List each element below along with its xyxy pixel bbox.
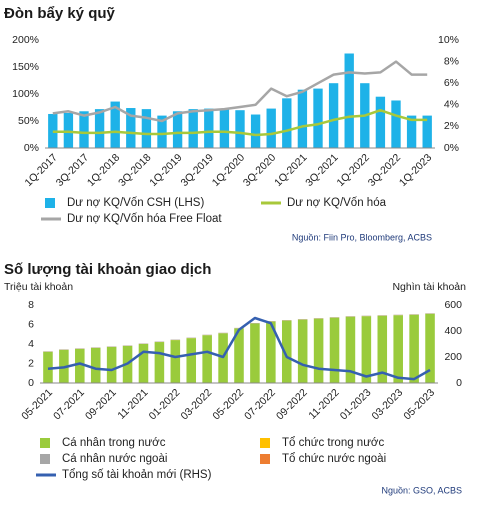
x-tick-label: 1Q-2022 [334,151,371,188]
x-tick-label: 07-2021 [51,386,87,422]
bar [64,113,73,148]
y-tick-label: 2 [28,357,34,369]
legend-label: Tổng số tài khoản mới (RHS) [62,469,212,481]
x-tick-label: 01-2022 [147,386,183,422]
bar [202,335,212,383]
x-tick-label: 05-2023 [401,386,437,422]
x-tick-label: 3Q-2017 [54,151,91,188]
y2-tick-label: 6% [444,77,459,89]
x-tick-label: 01-2023 [338,386,374,422]
bar [75,349,85,383]
x-tick-label: 05-2022 [210,386,246,422]
bar [171,340,181,383]
y2-axis-label: Nghìn tài khoản [392,281,466,293]
bar [142,109,151,148]
bar [250,324,260,383]
bar [298,90,307,148]
bar [251,115,260,148]
bar [204,109,213,148]
bar [189,109,198,148]
y2-tick-label: 0 [456,377,462,389]
y-tick-label: 50% [18,115,39,127]
x-tick-label: 07-2022 [242,386,278,422]
bar [298,320,308,383]
y-tick-label: 6 [28,318,34,330]
y-tick-label: 4 [28,338,34,350]
legend-label: Dư nợ KQ/Vốn hóa [287,197,387,209]
x-tick-label: 1Q-2018 [85,151,122,188]
source: Nguồn: GSO, ACBS [381,485,462,495]
bar [155,342,165,383]
legend-swatch [260,438,270,448]
x-tick-label: 3Q-2021 [303,151,340,188]
x-tick-label: 1Q-2017 [22,151,59,188]
bar [314,319,324,383]
bar [282,98,291,148]
legend-label: Dư nợ KQ/Vốn hóa Free Float [67,213,222,225]
chart-title: Số lượng tài khoản giao dịch [4,261,211,278]
x-tick-label: 3Q-2019 [178,151,215,188]
bar [173,111,182,148]
bar [376,97,385,148]
y2-tick-label: 400 [444,325,462,337]
y2-tick-label: 10% [438,34,459,46]
chart-title: Đòn bẩy ký quỹ [4,5,116,22]
source: Nguồn: Fiin Pro, Bloomberg, ACBS [292,232,432,242]
bar [267,109,276,148]
y-tick-label: 0% [24,142,39,154]
y2-tick-label: 200 [444,351,462,363]
bar [362,316,372,383]
y-tick-label: 100% [12,88,39,100]
bar [91,348,101,383]
y-axis-label: Triệu tài khoản [4,281,73,293]
bar [107,347,117,383]
legend-label: Tổ chức nước ngoài [282,453,386,465]
y2-tick-label: 0% [444,142,459,154]
legend-label: Tổ chức trong nước [282,437,384,449]
legend-label: Cá nhân trong nước [62,437,166,449]
bar [409,315,419,383]
y-tick-label: 150% [12,61,39,73]
x-tick-label: 11-2022 [306,386,341,421]
y2-tick-label: 2% [444,120,459,132]
legend-swatch [45,198,55,208]
y-tick-label: 0 [28,377,34,389]
y-tick-label: 8 [28,299,34,311]
bar [313,89,322,148]
bar [186,338,196,383]
x-tick-label: 1Q-2023 [397,151,434,188]
bar [330,318,340,383]
y2-tick-label: 4% [444,99,459,111]
x-tick-label: 09-2022 [274,386,310,422]
x-tick-label: 05-2021 [19,386,55,422]
x-tick-label: 1Q-2021 [272,151,309,188]
x-tick-label: 1Q-2019 [147,151,184,188]
legend-swatch [40,454,50,464]
x-tick-label: 11-2021 [115,386,150,421]
bar [393,315,403,383]
y-tick-label: 200% [12,34,39,46]
legend-swatch [260,454,270,464]
bar [220,109,229,148]
x-tick-label: 3Q-2018 [116,151,153,188]
bar [391,100,400,148]
x-tick-label: 03-2022 [179,386,215,422]
legend-swatch [40,438,50,448]
bar [95,109,104,148]
bar [235,110,244,148]
legend-label: Cá nhân nước ngoài [62,453,167,465]
legend-label: Dư nợ KQ/Vốn CSH (LHS) [67,197,204,209]
x-tick-label: 1Q-2020 [210,151,247,188]
x-tick-label: 09-2021 [83,386,119,422]
bar [329,83,338,148]
bar [139,344,149,383]
x-tick-label: 3Q-2020 [241,151,278,188]
y2-tick-label: 600 [444,299,462,311]
bar [345,54,354,149]
x-tick-label: 03-2023 [370,386,406,422]
y2-tick-label: 8% [444,55,459,67]
x-tick-label: 3Q-2022 [366,151,403,188]
